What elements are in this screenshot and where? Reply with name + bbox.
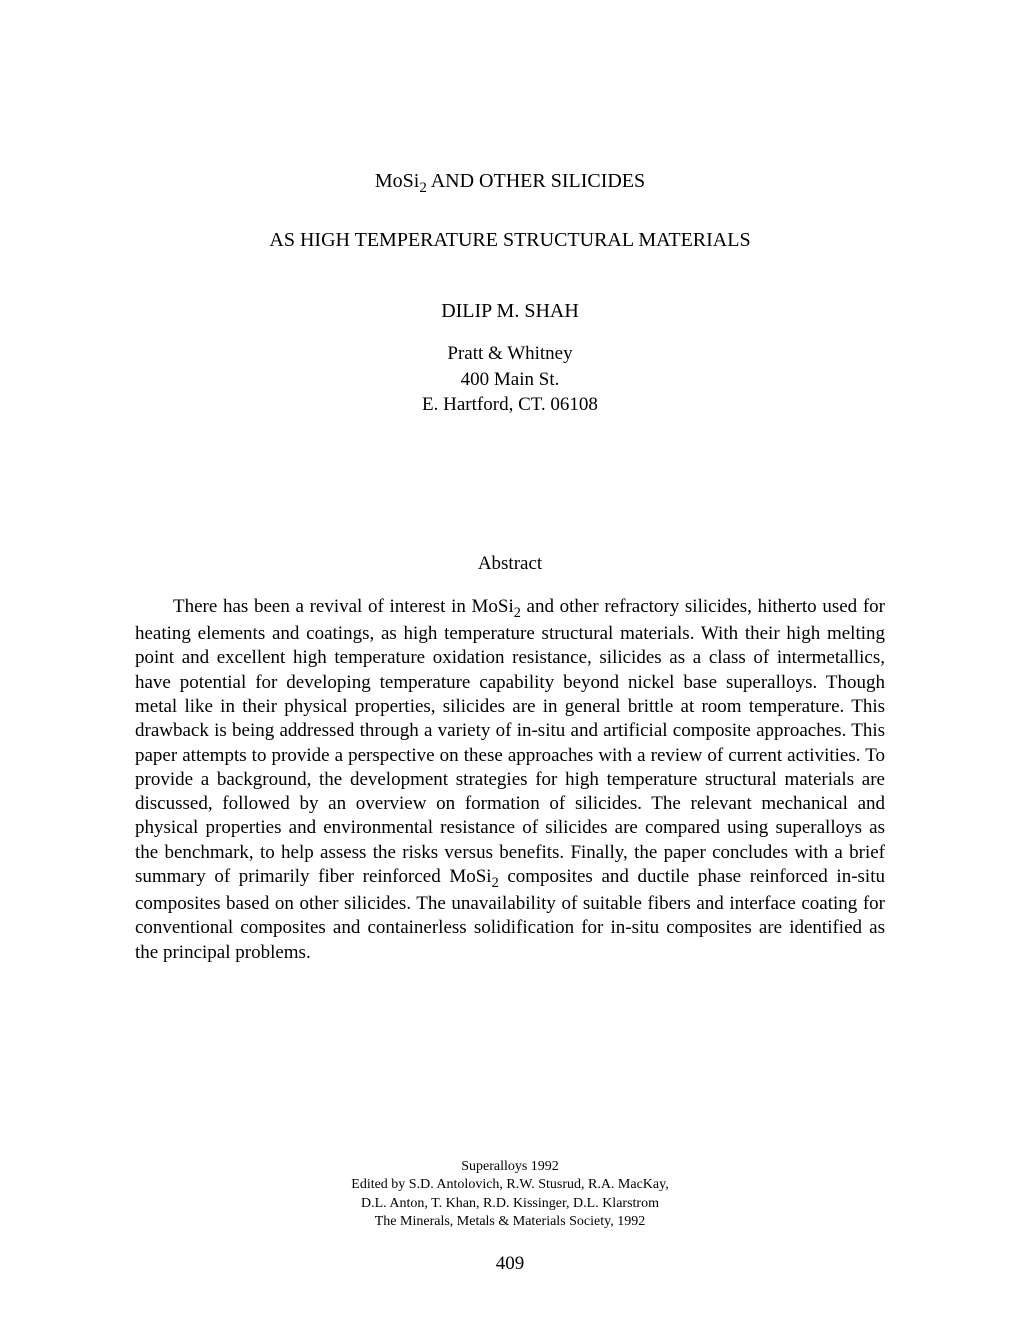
affiliation-city: E. Hartford, CT. 06108 <box>135 392 885 418</box>
page-footer: Superalloys 1992 Edited by S.D. Antolovi… <box>0 1158 1020 1275</box>
affiliation-street: 400 Main St. <box>135 367 885 393</box>
title-subscript: 2 <box>419 180 427 196</box>
title-prefix: MoSi <box>375 170 419 192</box>
footer-line-2: Edited by S.D. Antolovich, R.W. Stusrud,… <box>0 1176 1020 1194</box>
abstract-section: Abstract There has been a revival of int… <box>135 553 885 965</box>
abstract-body: There has been a revival of interest in … <box>135 595 885 965</box>
abstract-heading: Abstract <box>135 553 885 575</box>
abstract-text-2: and other refractory silicides, hitherto… <box>135 596 885 887</box>
footer-line-1: Superalloys 1992 <box>0 1158 1020 1176</box>
title-line-2: AS HIGH TEMPERATURE STRUCTURAL MATERIALS <box>135 229 885 252</box>
affiliation-org: Pratt & Whitney <box>135 341 885 367</box>
footer-credits: Superalloys 1992 Edited by S.D. Antolovi… <box>0 1158 1020 1231</box>
title-suffix: AND OTHER SILICIDES <box>427 170 645 192</box>
author-name: DILIP M. SHAH <box>135 300 885 323</box>
abstract-subscript-1: 2 <box>514 605 521 621</box>
page-number: 409 <box>0 1253 1020 1275</box>
abstract-subscript-2: 2 <box>492 875 499 891</box>
title-line-1: MoSi2 AND OTHER SILICIDES <box>135 170 885 197</box>
abstract-text-1: There has been a revival of interest in … <box>173 596 514 617</box>
title-section: MoSi2 AND OTHER SILICIDES AS HIGH TEMPER… <box>135 170 885 418</box>
footer-line-3: D.L. Anton, T. Khan, R.D. Kissinger, D.L… <box>0 1195 1020 1213</box>
affiliation-block: Pratt & Whitney 400 Main St. E. Hartford… <box>135 341 885 418</box>
footer-line-4: The Minerals, Metals & Materials Society… <box>0 1213 1020 1231</box>
